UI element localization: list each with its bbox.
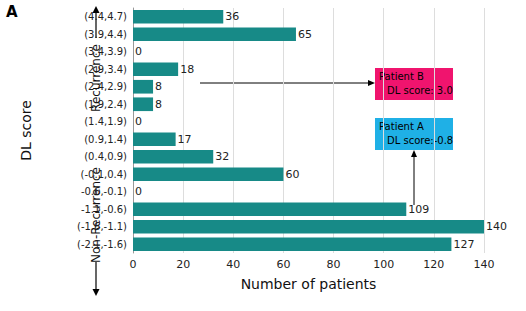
svg-text:18: 18: [180, 63, 194, 76]
svg-text:0: 0: [135, 185, 142, 198]
svg-text:(-2.1,-1.6): (-2.1,-1.6): [77, 239, 127, 250]
svg-text:Number of patients: Number of patients: [241, 276, 377, 292]
svg-text:-1.1,-0.6): -1.1,-0.6): [81, 204, 127, 215]
svg-text:32: 32: [215, 150, 229, 163]
svg-text:-0.6,-0.1): -0.6,-0.1): [81, 186, 127, 197]
svg-text:(0.9,1.4): (0.9,1.4): [84, 134, 127, 145]
svg-text:(3.9,4.4): (3.9,4.4): [84, 29, 127, 40]
svg-text:80: 80: [327, 258, 341, 271]
svg-text:A: A: [6, 3, 18, 21]
svg-text:(4.4,4.7): (4.4,4.7): [84, 11, 127, 22]
svg-text:120: 120: [423, 258, 444, 271]
svg-text:127: 127: [453, 238, 474, 251]
svg-text:DL score: DL score: [18, 100, 34, 161]
svg-text:60: 60: [285, 168, 299, 181]
svg-text:DL score:-0.8: DL score:-0.8: [387, 135, 453, 146]
svg-text:140: 140: [486, 220, 507, 233]
svg-text:DL score: 3.0: DL score: 3.0: [387, 85, 453, 96]
svg-text:20: 20: [176, 258, 190, 271]
svg-text:140: 140: [474, 258, 495, 271]
svg-text:(-0.1,0.4): (-0.1,0.4): [81, 169, 127, 180]
svg-text:17: 17: [178, 133, 192, 146]
svg-text:(-1.6,-1.1): (-1.6,-1.1): [77, 221, 127, 232]
svg-text:Non-Recurrence: Non-Recurrence: [89, 167, 103, 263]
svg-text:8: 8: [155, 80, 162, 93]
svg-text:100: 100: [373, 258, 394, 271]
svg-text:8: 8: [155, 98, 162, 111]
svg-text:(2.9,3.4): (2.9,3.4): [84, 64, 127, 75]
svg-text:0: 0: [135, 45, 142, 58]
svg-text:Patient B: Patient B: [379, 71, 424, 82]
svg-text:60: 60: [276, 258, 290, 271]
svg-text:(2.4,2.9): (2.4,2.9): [84, 81, 127, 92]
svg-text:0: 0: [130, 258, 137, 271]
svg-text:40: 40: [226, 258, 240, 271]
svg-text:(1.4,1.9): (1.4,1.9): [84, 116, 127, 127]
svg-text:(0.4,0.9): (0.4,0.9): [84, 151, 127, 162]
svg-text:65: 65: [298, 28, 312, 41]
svg-text:0: 0: [135, 115, 142, 128]
svg-text:(3.4,3.9): (3.4,3.9): [84, 46, 127, 57]
svg-text:109: 109: [408, 203, 429, 216]
svg-text:(1.9,2.4): (1.9,2.4): [84, 99, 127, 110]
svg-text:Patient A: Patient A: [379, 121, 424, 132]
svg-text:36: 36: [225, 10, 239, 23]
